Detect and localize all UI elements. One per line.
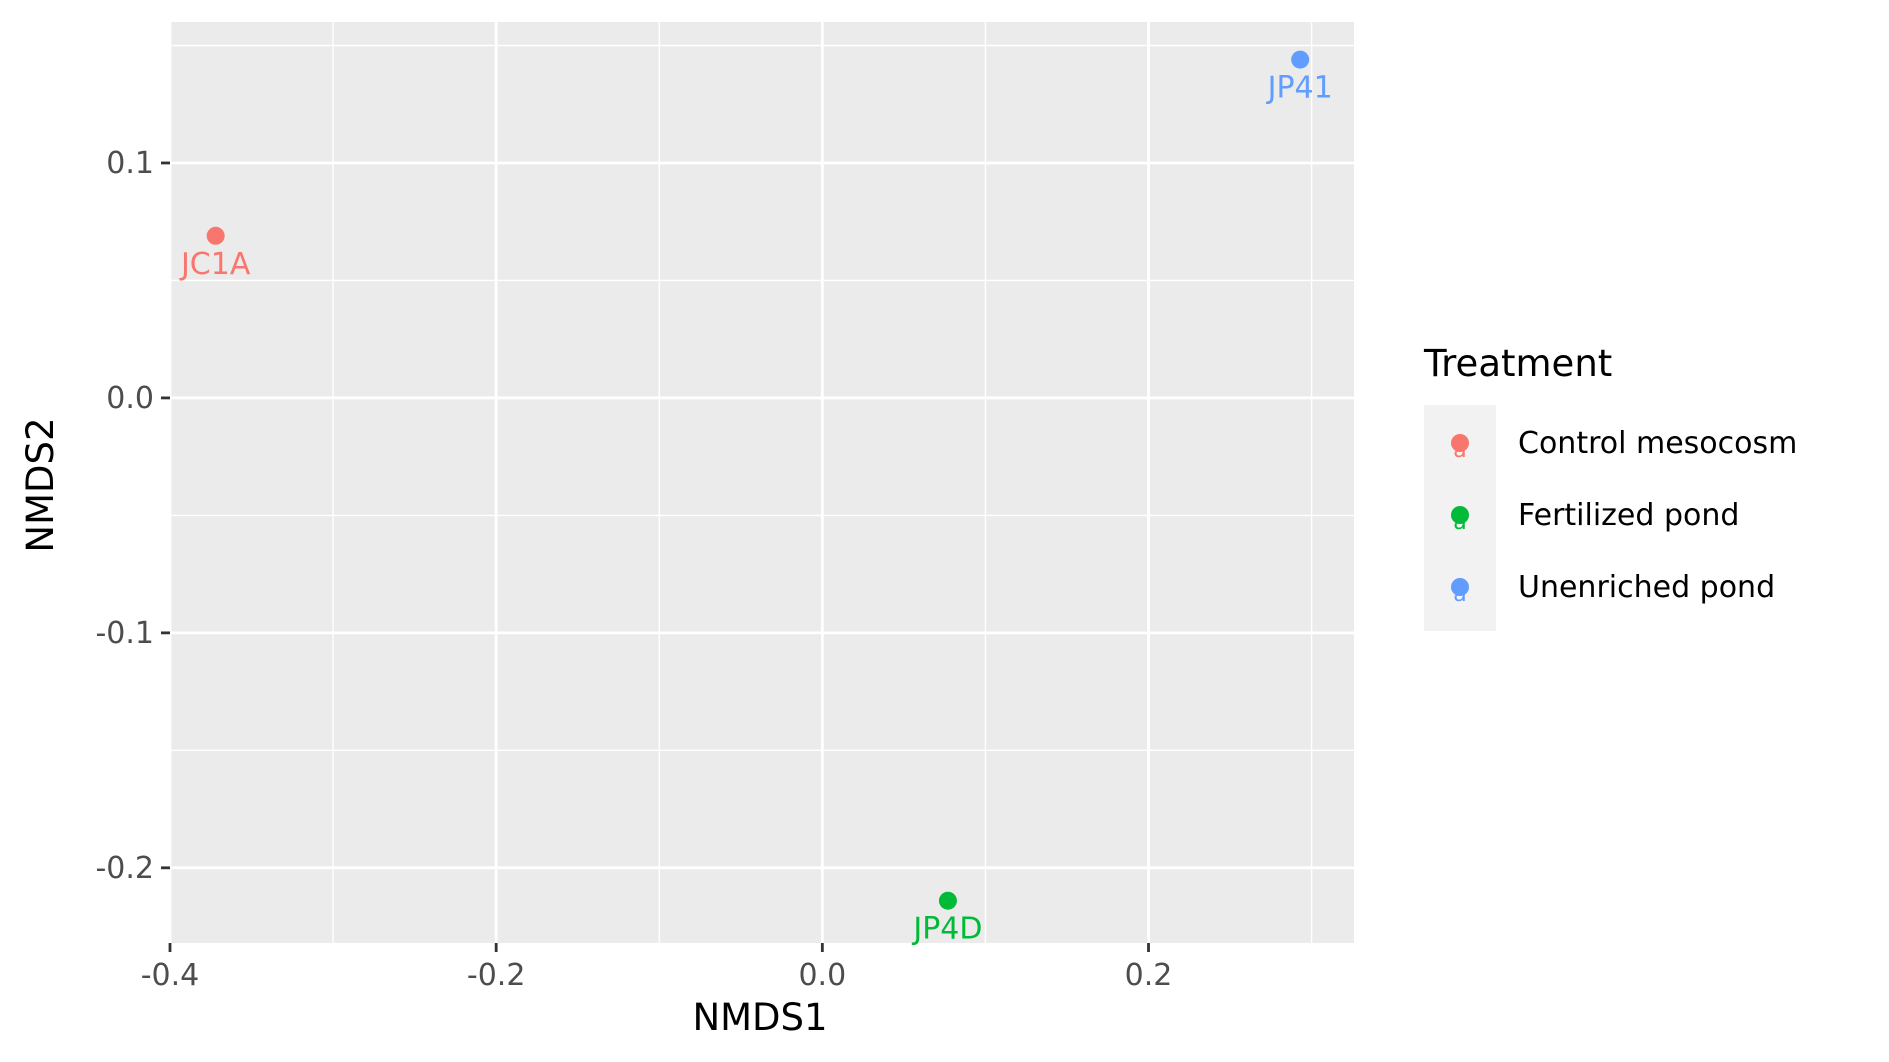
x-tick-label: -0.2 — [467, 958, 526, 993]
point-label: JC1A — [179, 247, 251, 282]
y-tick-label: -0.2 — [95, 851, 154, 886]
y-axis-title: NMDS2 — [19, 417, 62, 552]
legend-text-glyph: a — [1453, 582, 1466, 607]
legend-entry-label: Fertilized pond — [1518, 498, 1739, 533]
point-label: JP4D — [911, 912, 982, 947]
legend-title: Treatment — [1423, 342, 1612, 385]
x-tick-label: 0.2 — [1125, 958, 1173, 993]
legend-entry-label: Unenriched pond — [1518, 570, 1775, 605]
legend-text-glyph: a — [1453, 438, 1466, 463]
point-label: JP41 — [1266, 71, 1333, 106]
y-tick-label: 0.0 — [106, 381, 154, 416]
x-axis-title: NMDS1 — [692, 996, 827, 1039]
legend-text-glyph: a — [1453, 510, 1466, 535]
legend: Treatment a Control mesocosm a Fertilized p… — [1423, 342, 1797, 631]
legend-point-swatch — [1451, 506, 1469, 524]
y-tick-label: -0.1 — [95, 616, 154, 651]
data-point — [938, 891, 957, 910]
grid-lines — [168, 22, 1354, 943]
panel-background — [170, 22, 1354, 943]
data-point — [1291, 50, 1310, 69]
legend-point-swatch — [1451, 578, 1469, 596]
legend-point-swatch — [1451, 434, 1469, 452]
x-tick-label: -0.4 — [141, 958, 200, 993]
plot-panel — [170, 22, 1354, 943]
data-point — [206, 226, 225, 245]
x-tick-label: 0.0 — [798, 958, 846, 993]
data-points: JC1A JP4D JP41 — [179, 50, 1333, 947]
y-tick-label: 0.1 — [106, 146, 154, 181]
legend-entry-label: Control mesocosm — [1518, 426, 1797, 461]
axes: -0.4 -0.2 0.0 0.2 -0.2 -0.1 0.0 0.1 — [95, 146, 1172, 993]
